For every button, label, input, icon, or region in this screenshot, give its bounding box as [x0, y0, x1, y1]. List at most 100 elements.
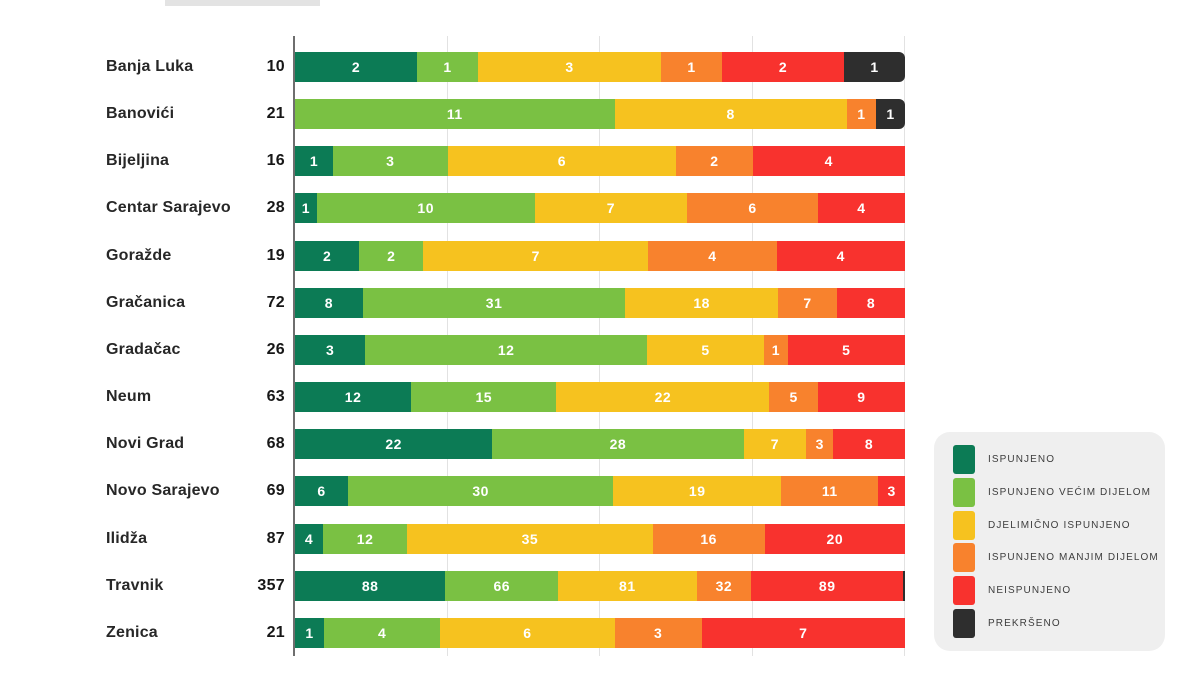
- segment-value: 89: [818, 578, 836, 594]
- segment-value: 1: [301, 200, 311, 216]
- bar-segment-ispunjeno-manjim-dijelom[interactable]: 3: [614, 618, 702, 648]
- segment-value: 4: [708, 248, 717, 264]
- bar-segment-ispunjeno[interactable]: 22: [295, 429, 493, 459]
- segment-value: 2: [387, 248, 396, 264]
- bar-row: Bijeljina 16 1 3 6 2 4: [0, 146, 1200, 176]
- bar-segment-ispunjeno[interactable]: 4: [295, 524, 324, 554]
- bar-segment-neispunjeno[interactable]: 3: [878, 476, 905, 506]
- segment-value: 3: [326, 342, 335, 358]
- segment-value: 88: [361, 578, 379, 594]
- bar-segment-ispunjeno-vecim-dijelom[interactable]: 3: [333, 146, 448, 176]
- bar-segment-ispunjeno-manjim-dijelom[interactable]: 4: [648, 241, 777, 271]
- segment-value: 1: [687, 59, 696, 75]
- bar-segment-prekrseno[interactable]: [903, 571, 905, 601]
- bar-segment-djelimicno-ispunjeno[interactable]: 7: [534, 193, 688, 223]
- bar-segment-ispunjeno-vecim-dijelom[interactable]: 30: [348, 476, 614, 506]
- bar-segment-ispunjeno[interactable]: 8: [295, 288, 363, 318]
- segment-value: 5: [701, 342, 710, 358]
- segment-value: 1: [886, 106, 895, 122]
- bar-segment-ispunjeno[interactable]: 1: [295, 193, 317, 223]
- bar-segment-ispunjeno[interactable]: 12: [295, 382, 412, 412]
- bar-segment-ispunjeno-manjim-dijelom[interactable]: 1: [764, 335, 788, 365]
- bar-segment-djelimicno-ispunjeno[interactable]: 35: [407, 524, 653, 554]
- bar-segment-djelimicno-ispunjeno[interactable]: 19: [613, 476, 782, 506]
- bar-segment-djelimicno-ispunjeno[interactable]: 3: [478, 52, 661, 82]
- bar-segment-ispunjeno[interactable]: 2: [295, 52, 417, 82]
- bar-segment-ispunjeno-manjim-dijelom[interactable]: 16: [652, 524, 765, 554]
- bar-segment-djelimicno-ispunjeno[interactable]: 7: [743, 429, 807, 459]
- bar-segment-ispunjeno-vecim-dijelom[interactable]: 10: [316, 193, 535, 223]
- bar-segment-ispunjeno-vecim-dijelom[interactable]: 11: [295, 99, 615, 129]
- bar-segment-djelimicno-ispunjeno[interactable]: 6: [447, 146, 677, 176]
- bar-segment-neispunjeno[interactable]: 4: [752, 146, 905, 176]
- bar-segment-ispunjeno-vecim-dijelom[interactable]: 1: [417, 52, 478, 82]
- bar-segment-neispunjeno[interactable]: 8: [833, 429, 905, 459]
- bar-segment-neispunjeno[interactable]: 4: [817, 193, 905, 223]
- segment-value: 1: [870, 59, 879, 75]
- row-label: Novo Sarajevo: [106, 482, 220, 499]
- bar-segment-neispunjeno[interactable]: 20: [764, 524, 905, 554]
- bar-segment-neispunjeno[interactable]: 5: [787, 335, 905, 365]
- legend-swatch-neispunjeno: [953, 576, 975, 606]
- bar-segment-djelimicno-ispunjeno[interactable]: 18: [625, 288, 778, 318]
- bar-segment-ispunjeno-vecim-dijelom[interactable]: 15: [411, 382, 557, 412]
- bar-segment-ispunjeno-manjim-dijelom[interactable]: 11: [781, 476, 879, 506]
- bar-segment-ispunjeno-vecim-dijelom[interactable]: 31: [362, 288, 626, 318]
- legend-label: ISPUNJENO: [988, 454, 1056, 465]
- bar-segment-djelimicno-ispunjeno[interactable]: 22: [556, 382, 770, 412]
- row-label: Gradačac: [106, 341, 181, 358]
- bar-segment-ispunjeno-vecim-dijelom[interactable]: 12: [365, 335, 647, 365]
- segment-value: 2: [778, 59, 788, 75]
- legend-item-ispunjeno-vecim-dijelom: ISPUNJENO VEĆIM DIJELOM: [953, 477, 1155, 507]
- stacked-bar: 4 12 35 16 20: [295, 524, 905, 554]
- bar-segment-ispunjeno-vecim-dijelom[interactable]: 2: [359, 241, 424, 271]
- bar-segment-ispunjeno-vecim-dijelom[interactable]: 4: [324, 618, 441, 648]
- segment-value: 10: [417, 200, 434, 216]
- bar-segment-ispunjeno-vecim-dijelom[interactable]: 66: [445, 571, 559, 601]
- bar-segment-djelimicno-ispunjeno[interactable]: 5: [646, 335, 765, 365]
- legend: ISPUNJENO ISPUNJENO VEĆIM DIJELOM DJELIMIČ…: [934, 432, 1165, 651]
- bar-segment-ispunjeno[interactable]: 2: [295, 241, 360, 271]
- legend-swatch-ispunjeno: [953, 445, 975, 474]
- segment-value: 8: [866, 295, 876, 311]
- bar-segment-ispunjeno-vecim-dijelom[interactable]: 28: [492, 429, 744, 459]
- bar-segment-ispunjeno-manjim-dijelom[interactable]: 7: [777, 288, 838, 318]
- segment-value: 7: [606, 200, 616, 216]
- bar-segment-ispunjeno[interactable]: 6: [295, 476, 349, 506]
- bar-segment-ispunjeno-manjim-dijelom[interactable]: 5: [769, 382, 818, 412]
- bar-segment-ispunjeno[interactable]: 3: [295, 335, 366, 365]
- row-label: Gračanica: [106, 294, 186, 311]
- bar-segment-djelimicno-ispunjeno[interactable]: 6: [440, 618, 615, 648]
- stacked-bar: 3 12 5 1 5: [295, 335, 905, 365]
- segment-value: 30: [472, 483, 489, 499]
- bar-segment-ispunjeno[interactable]: 1: [295, 618, 325, 648]
- bar-segment-djelimicno-ispunjeno[interactable]: 81: [558, 571, 697, 601]
- legend-swatch-prekrseno: [953, 608, 975, 638]
- stacked-bar: 8 31 18 7 8: [295, 288, 905, 318]
- bar-segment-neispunjeno[interactable]: 4: [776, 241, 905, 271]
- bar-row: Ilidža 87 4 12 35 16 20: [0, 524, 1200, 554]
- segment-value: 7: [799, 625, 808, 641]
- legend-item-prekrseno: PREKRŠENO: [953, 608, 1155, 638]
- bar-segment-neispunjeno[interactable]: 9: [817, 382, 905, 412]
- bar-segment-neispunjeno[interactable]: 8: [837, 288, 905, 318]
- bar-segment-djelimicno-ispunjeno[interactable]: 8: [614, 99, 847, 129]
- bar-segment-neispunjeno[interactable]: 2: [722, 52, 844, 82]
- bar-segment-neispunjeno[interactable]: 7: [701, 618, 905, 648]
- bar-segment-ispunjeno-manjim-dijelom[interactable]: 6: [687, 193, 818, 223]
- bar-segment-ispunjeno[interactable]: 1: [295, 146, 334, 176]
- bar-segment-ispunjeno-manjim-dijelom[interactable]: 1: [846, 99, 876, 129]
- bar-segment-ispunjeno-manjim-dijelom[interactable]: 1: [661, 52, 722, 82]
- bar-segment-ispunjeno-manjim-dijelom[interactable]: 32: [696, 571, 752, 601]
- bar-segment-prekrseno[interactable]: 1: [875, 99, 905, 129]
- row-label: Centar Sarajevo: [106, 199, 231, 216]
- bar-segment-ispunjeno-manjim-dijelom[interactable]: 3: [806, 429, 834, 459]
- bar-segment-djelimicno-ispunjeno[interactable]: 7: [423, 241, 649, 271]
- bar-segment-prekrseno[interactable]: 1: [844, 52, 905, 82]
- stacked-bar: 12 15 22 5 9: [295, 382, 905, 412]
- bar-segment-ispunjeno[interactable]: 88: [295, 571, 446, 601]
- bar-segment-neispunjeno[interactable]: 89: [751, 571, 904, 601]
- segment-value: 4: [377, 625, 387, 641]
- bar-segment-ispunjeno-vecim-dijelom[interactable]: 12: [323, 524, 408, 554]
- bar-segment-ispunjeno-manjim-dijelom[interactable]: 2: [676, 146, 753, 176]
